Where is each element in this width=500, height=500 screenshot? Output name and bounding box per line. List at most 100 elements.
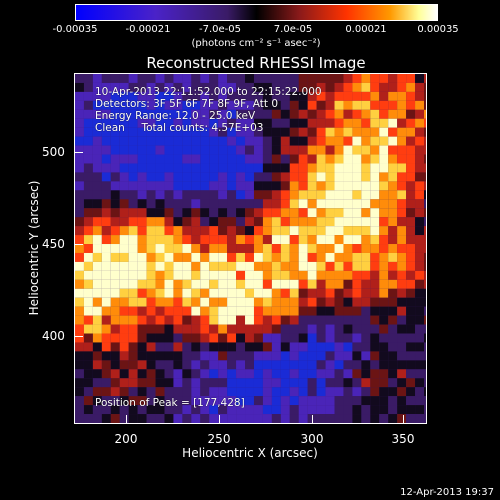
heatmap-cell — [173, 226, 183, 236]
heatmap-cell — [370, 279, 380, 289]
heatmap-cell — [164, 333, 174, 343]
heatmap-cell — [227, 181, 237, 191]
heatmap-cell — [245, 396, 254, 406]
heatmap-cell — [137, 82, 147, 92]
heatmap-cell — [352, 199, 362, 209]
heatmap-cell — [280, 351, 290, 361]
heatmap-cell — [164, 235, 174, 245]
heatmap-cell — [370, 396, 380, 406]
heatmap-cell — [164, 118, 174, 128]
heatmap-cell — [289, 136, 299, 146]
heatmap-cell — [128, 351, 138, 361]
heatmap-cell — [253, 145, 263, 155]
heatmap-cell — [83, 387, 93, 397]
heatmap-cell — [75, 154, 84, 164]
heatmap-cell — [316, 118, 326, 128]
heatmap-cell — [137, 387, 147, 397]
heatmap-cell — [280, 181, 290, 191]
heatmap-cell — [289, 387, 299, 397]
heatmap-cell — [370, 74, 380, 83]
heatmap-cell — [271, 324, 281, 334]
heatmap-cell — [75, 315, 84, 325]
heatmap-cell — [361, 252, 371, 262]
heatmap-cell — [334, 100, 344, 110]
heatmap-cell — [146, 208, 156, 218]
heatmap-cell — [101, 217, 111, 227]
heatmap-cell — [110, 118, 120, 128]
heatmap-cell — [361, 396, 371, 406]
heatmap-cell — [289, 199, 299, 209]
heatmap-cell — [92, 118, 102, 128]
heatmap-cell — [352, 306, 362, 316]
heatmap-cell — [146, 190, 156, 200]
heatmap-cell — [325, 199, 335, 209]
heatmap-cell — [262, 199, 272, 209]
heatmap-cell — [128, 145, 138, 155]
heatmap-cell — [334, 190, 344, 200]
heatmap-cell — [406, 396, 416, 406]
heatmap-cell — [128, 279, 138, 289]
heatmap-cell — [289, 333, 299, 343]
heatmap-cell — [119, 369, 129, 379]
heatmap-cell — [361, 172, 371, 182]
heatmap-cell — [352, 118, 362, 128]
heatmap-cell — [415, 315, 425, 325]
heatmap-cell — [298, 163, 308, 173]
heatmap-cell — [218, 342, 228, 352]
heatmap-cell — [218, 199, 228, 209]
heatmap-cell — [316, 82, 326, 92]
heatmap-cell — [370, 360, 380, 370]
heatmap-cell — [316, 333, 326, 343]
heatmap-cell — [253, 163, 263, 173]
heatmap-cell — [352, 396, 362, 406]
heatmap-cell — [424, 288, 426, 298]
heatmap-cell — [173, 109, 183, 119]
heatmap-cell — [209, 118, 219, 128]
heatmap-cell — [424, 360, 426, 370]
heatmap-cell — [307, 351, 317, 361]
x-tick-mark — [312, 415, 313, 423]
heatmap-cell — [271, 405, 281, 415]
heatmap-cell — [173, 118, 183, 128]
heatmap-cell — [406, 405, 416, 415]
heatmap-cell — [191, 82, 201, 92]
heatmap-cell — [307, 387, 317, 397]
heatmap-cell — [236, 172, 246, 182]
heatmap-cell — [361, 360, 371, 370]
heatmap-cell — [236, 199, 246, 209]
heatmap-cell — [164, 279, 174, 289]
heatmap-cell — [253, 261, 263, 271]
heatmap-cell — [415, 279, 425, 289]
heatmap-cell — [397, 369, 407, 379]
heatmap-cell — [361, 369, 371, 379]
heatmap-cell — [173, 145, 183, 155]
heatmap-cell — [298, 127, 308, 137]
heatmap-cell — [110, 279, 120, 289]
heatmap-cell — [191, 333, 201, 343]
heatmap-cell — [182, 405, 192, 415]
heatmap-cell — [406, 369, 416, 379]
heatmap-cell — [227, 252, 237, 262]
heatmap-cell — [101, 387, 111, 397]
heatmap-cell — [119, 252, 129, 262]
heatmap-cell — [361, 235, 371, 245]
heatmap-cell — [406, 100, 416, 110]
heatmap-cell — [164, 181, 174, 191]
heatmap-cell — [262, 136, 272, 146]
heatmap-cell — [173, 100, 183, 110]
heatmap-cell — [245, 217, 254, 227]
heatmap-cell — [316, 396, 326, 406]
heatmap-cell — [164, 288, 174, 298]
heatmap-cell — [298, 315, 308, 325]
colorbar-tick: -0.00035 — [52, 24, 98, 35]
heatmap-cell — [164, 127, 174, 137]
heatmap-cell — [218, 387, 228, 397]
heatmap-cell — [191, 91, 201, 101]
heatmap-cell — [200, 297, 210, 307]
heatmap-cell — [245, 82, 254, 92]
heatmap-cell — [334, 244, 344, 253]
heatmap-cell — [253, 136, 263, 146]
heatmap-cell — [227, 360, 237, 370]
heatmap-cell — [110, 288, 120, 298]
heatmap-cell — [227, 136, 237, 146]
